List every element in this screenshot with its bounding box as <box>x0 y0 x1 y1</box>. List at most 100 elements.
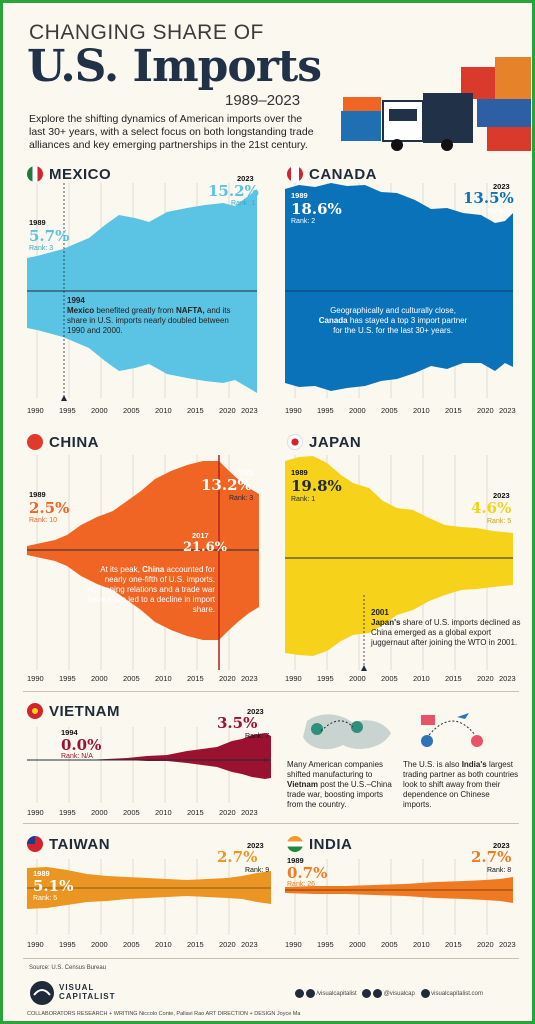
vietnam-side-note: Many American companies shifted manufact… <box>287 760 397 810</box>
china-peak-year: 2017 <box>192 531 209 540</box>
mexico-event-year: 1994 <box>67 296 85 305</box>
china-start-pct: 2.5% <box>29 499 70 517</box>
china-note-text2: accounted for nearly one-fifth of U.S. i… <box>86 565 215 614</box>
mexico-flag-icon <box>27 166 43 182</box>
india-side-note: The U.S. is also India's largest trading… <box>403 760 519 810</box>
canada-end-year: 2023 <box>493 182 510 191</box>
mexico-end-year: 2023 <box>237 174 254 183</box>
mexico-title: MEXICO <box>49 166 112 183</box>
axis-tick-label: 2005 <box>123 940 140 949</box>
title-line-2: U.S. Imports <box>27 41 322 92</box>
axis-tick-label: 2000 <box>91 674 108 683</box>
axis-tick-label: 2010 <box>155 940 172 949</box>
axis-tick-label: 2020 <box>477 674 494 683</box>
axis-tick-label: 2010 <box>413 940 430 949</box>
japan-title: JAPAN <box>309 434 362 451</box>
china-title: CHINA <box>49 434 99 451</box>
instagram-icon[interactable] <box>373 989 383 998</box>
visual-capitalist-logo-icon <box>30 981 54 1005</box>
mexico-note-text2: and its share in U.S. imports nearly dou… <box>67 306 231 335</box>
axis-tick-label: 2020 <box>219 674 236 683</box>
canada-start-pct: 18.6% <box>291 200 342 218</box>
website-icon[interactable] <box>420 989 430 998</box>
axis-tick-label: 2023 <box>241 940 258 949</box>
india-start-rank: Rank: 26 <box>287 881 316 888</box>
axis-tick-label: 2020 <box>219 406 236 415</box>
canada-chart <box>285 183 513 398</box>
axis-tick-label: 1995 <box>317 674 334 683</box>
axis-tick-label: 2000 <box>349 406 366 415</box>
axis-tick-label: 2015 <box>187 940 204 949</box>
canada-end-pct: 13.5% <box>463 189 514 207</box>
japan-chart <box>285 455 513 671</box>
china-note-text1: At its peak, <box>100 565 143 574</box>
axis-tick-label: 2015 <box>445 940 462 949</box>
japan-flag-icon <box>287 434 303 450</box>
canada-note-text1: Geographically and culturally close, <box>330 306 456 315</box>
website-link[interactable]: visualcapitalist.com <box>431 991 483 998</box>
axis-tick-label: 1995 <box>317 940 334 949</box>
youtube-icon[interactable] <box>305 989 315 998</box>
axis-tick-label: 2010 <box>155 808 172 817</box>
canada-note-bold: Canada <box>318 316 348 325</box>
mexico-note-bold: Mexico <box>67 306 95 315</box>
canada-title: CANADA <box>309 166 377 183</box>
india-start-pct: 0.7% <box>287 864 328 882</box>
vietnam-side-bold: Vietnam <box>287 780 318 789</box>
section-divider <box>23 691 519 692</box>
taiwan-flag-canton <box>27 836 35 844</box>
axis-tick-label: 2010 <box>413 674 430 683</box>
axis-tick-label: 1990 <box>285 674 302 683</box>
intro-text: Explore the shifting dynamics of America… <box>29 113 314 151</box>
social-handle-2[interactable]: @visualcap <box>383 991 415 998</box>
china-start-rank: Rank: 10 <box>29 517 58 524</box>
canada-start-rank: Rank: 2 <box>291 218 316 225</box>
axis-tick-label: 2005 <box>381 940 398 949</box>
vietnam-end-year: 2023 <box>247 707 264 716</box>
vietnam-side-text1: Many American companies shifted manufact… <box>287 760 384 779</box>
mexico-chart <box>27 183 257 401</box>
axis-tick-label: 2023 <box>499 940 516 949</box>
india-side-bold: India's <box>461 760 487 769</box>
title-line-1: CHANGING SHARE OF <box>29 21 264 44</box>
axis-tick-label: 2000 <box>91 808 108 817</box>
social-handle-1[interactable]: /visualcapitalist <box>316 991 357 998</box>
india-start-year: 1989 <box>287 856 304 865</box>
india-side-text2: largest trading partner as both countrie… <box>403 760 519 809</box>
japan-area <box>285 456 513 656</box>
vietnam-start-year: 1994 <box>61 728 78 737</box>
axis-tick-label: 2005 <box>381 674 398 683</box>
title-years: 1989–2023 <box>225 92 301 109</box>
section-divider <box>23 823 519 824</box>
taiwan-start-rank: Rank: 5 <box>33 895 58 902</box>
india-side-text1: The U.S. is also <box>403 760 462 769</box>
axis-tick-label: 2023 <box>499 674 516 683</box>
axis-tick-label: 1995 <box>59 940 76 949</box>
japan-start-pct: 19.8% <box>291 477 342 495</box>
mexico-note: 1994 Mexico benefited greatly from NAFTA,… <box>67 296 237 336</box>
japan-note: 2001 Japan's share of U.S. imports declin… <box>371 608 521 648</box>
taiwan-flag-icon <box>27 836 43 852</box>
china-flag-icon <box>27 434 43 450</box>
japan-note-bold: Japan's <box>371 618 401 627</box>
japan-end-rank: Rank: 5 <box>487 518 512 525</box>
japan-event-year: 2001 <box>371 608 389 617</box>
vietnam-end-pct: 3.5% <box>217 714 258 732</box>
axis-tick-label: 2000 <box>349 674 366 683</box>
mexico-start-year: 1989 <box>29 218 46 227</box>
x-icon[interactable] <box>362 989 372 998</box>
axis-tick-label: 2023 <box>241 808 258 817</box>
axis-tick-label: 2015 <box>187 406 204 415</box>
footer-divider <box>23 958 519 959</box>
axis-tick-label: 1995 <box>59 674 76 683</box>
axis-tick-label: 2023 <box>241 674 258 683</box>
mexico-end-pct: 15.2% <box>208 182 259 200</box>
china-end-rank: Rank: 3 <box>229 495 254 502</box>
axis-tick-label: 1990 <box>285 406 302 415</box>
axis-tick-label: 2023 <box>499 406 516 415</box>
facebook-icon[interactable] <box>295 989 304 998</box>
axis-tick-label: 2023 <box>241 406 258 415</box>
canada-flag-icon <box>287 166 303 182</box>
axis-tick-label: 2000 <box>91 940 108 949</box>
